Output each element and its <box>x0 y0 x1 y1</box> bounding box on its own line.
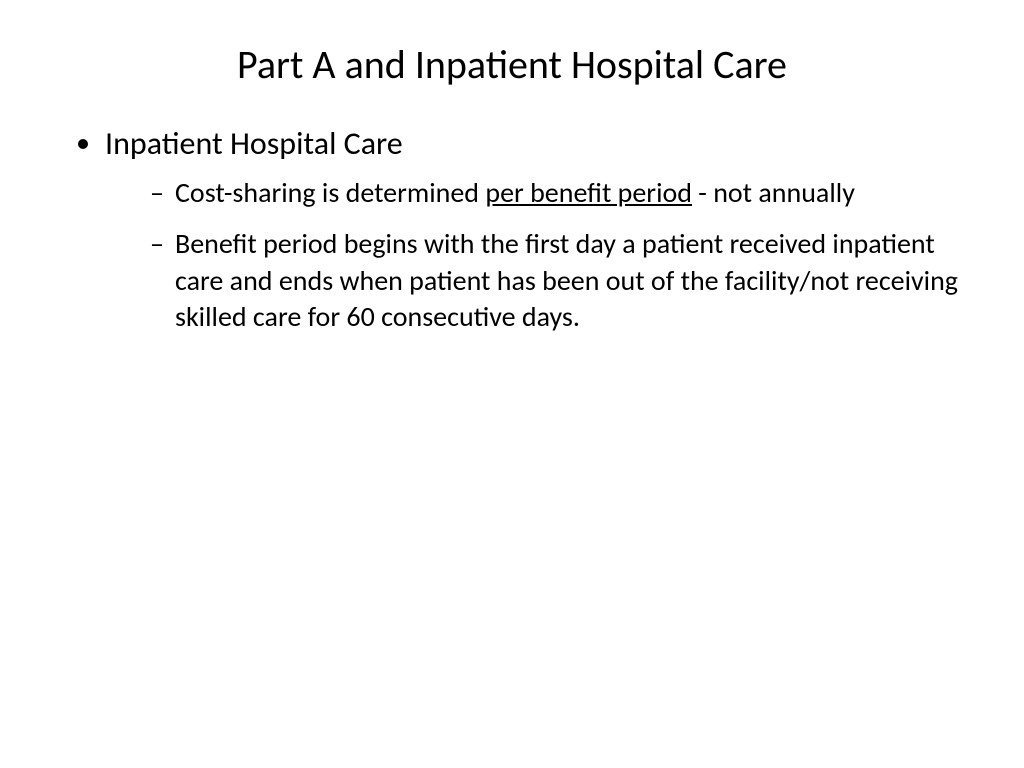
bullet-list-level-1: Inpatient Hospital Care Cost-sharing is … <box>105 124 964 336</box>
bullet-main-text: Inpatient Hospital Care <box>105 124 403 163</box>
sub-bullet-1-suffix: - not annually <box>692 175 855 210</box>
sub-bullet-1: Cost-sharing is determined per benefit p… <box>150 175 964 211</box>
sub-bullet-1-prefix: Cost-sharing is determined <box>175 175 485 210</box>
bullet-list-level-2: Cost-sharing is determined per benefit p… <box>150 175 964 336</box>
sub-bullet-2: Benefit period begins with the first day… <box>150 226 964 335</box>
bullet-main: Inpatient Hospital Care Cost-sharing is … <box>105 124 964 336</box>
slide-title: Part A and Inpatient Hospital Care <box>60 40 964 89</box>
sub-bullet-1-underlined: per benefit period <box>485 175 692 210</box>
